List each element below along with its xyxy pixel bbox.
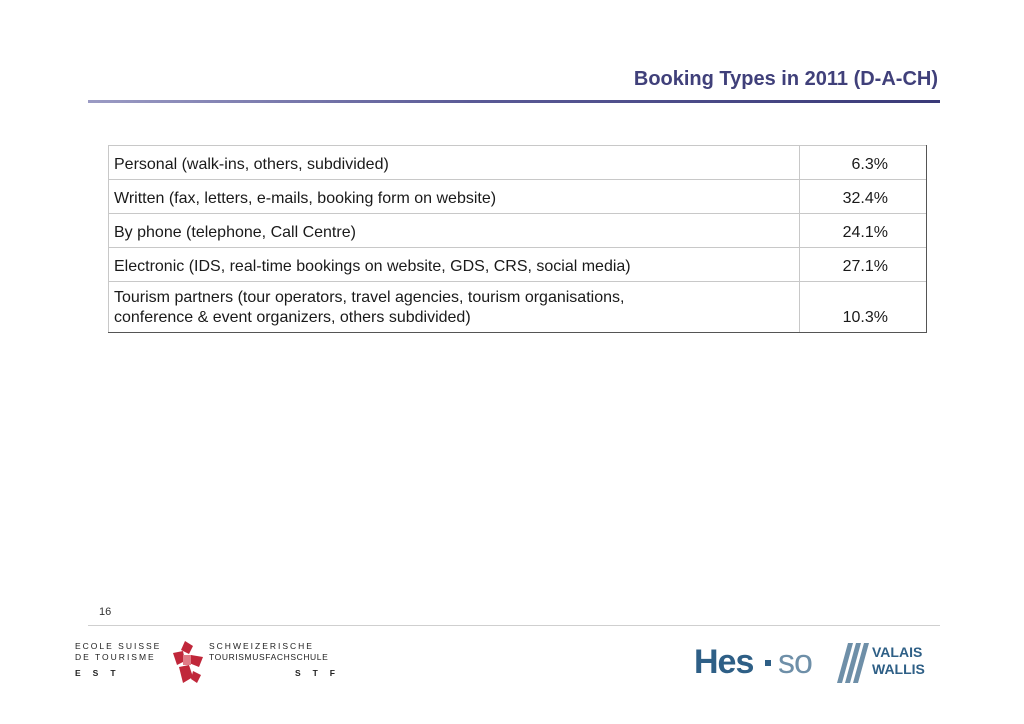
table-row: Electronic (IDS, real-time bookings on w… — [108, 247, 927, 282]
region-line2: WALLIS — [872, 661, 925, 677]
row-label: By phone (telephone, Call Centre) — [108, 213, 800, 248]
row-value: 27.1% — [799, 247, 927, 282]
row-label-line: Tourism partners (tour operators, travel… — [114, 289, 625, 306]
row-value: 10.3% — [799, 281, 927, 333]
hes-brand: Hes — [694, 643, 754, 681]
row-value: 32.4% — [799, 179, 927, 214]
hes-region: VALAIS WALLIS — [872, 644, 925, 678]
row-label: Personal (walk-ins, others, subdivided) — [108, 145, 800, 180]
page-number: 16 — [99, 606, 112, 618]
region-line1: VALAIS — [872, 644, 923, 660]
row-value: 24.1% — [799, 213, 927, 248]
booking-types-table: Personal (walk-ins, others, subdivided) … — [108, 145, 927, 333]
est-logo-text: ECOLE SUISSE DE TOURISME EST — [75, 641, 165, 681]
stf-short: STF — [294, 668, 347, 678]
est-line1: ECOLE SUISSE — [75, 641, 162, 651]
table-row: Personal (walk-ins, others, subdivided) … — [108, 145, 927, 180]
title-divider — [88, 100, 940, 103]
hes-so-text: so — [778, 643, 813, 681]
cross-mark-icon — [173, 641, 203, 683]
est-stf-logo: ECOLE SUISSE DE TOURISME EST SCHWEIZERIS… — [75, 641, 335, 686]
table-row: Tourism partners (tour operators, travel… — [108, 281, 927, 333]
hes-dot-icon — [765, 660, 771, 666]
hes-so-logo: Hes so VALAIS WALLIS — [694, 640, 944, 686]
table-row: Written (fax, letters, e-mails, booking … — [108, 179, 927, 214]
row-label: Electronic (IDS, real-time bookings on w… — [108, 247, 800, 282]
slide-title: Booking Types in 2011 (D-A-CH) — [633, 68, 938, 90]
row-value: 6.3% — [799, 145, 927, 180]
table-row: By phone (telephone, Call Centre) 24.1% — [108, 213, 927, 248]
row-label: Written (fax, letters, e-mails, booking … — [108, 179, 800, 214]
slashes-icon — [837, 643, 869, 683]
row-label-line: conference & event organizers, others su… — [114, 309, 471, 326]
est-line2: DE TOURISME — [75, 652, 156, 662]
footer-divider — [88, 625, 940, 626]
row-label: Tourism partners (tour operators, travel… — [108, 281, 800, 333]
est-short: EST — [75, 668, 128, 678]
stf-line2: TOURISMUSFACHSCHULE — [209, 652, 329, 662]
stf-line1: SCHWEIZERISCHE — [209, 641, 314, 651]
stf-logo-text: SCHWEIZERISCHE TOURISMUSFACHSCHULE STF — [209, 641, 335, 681]
